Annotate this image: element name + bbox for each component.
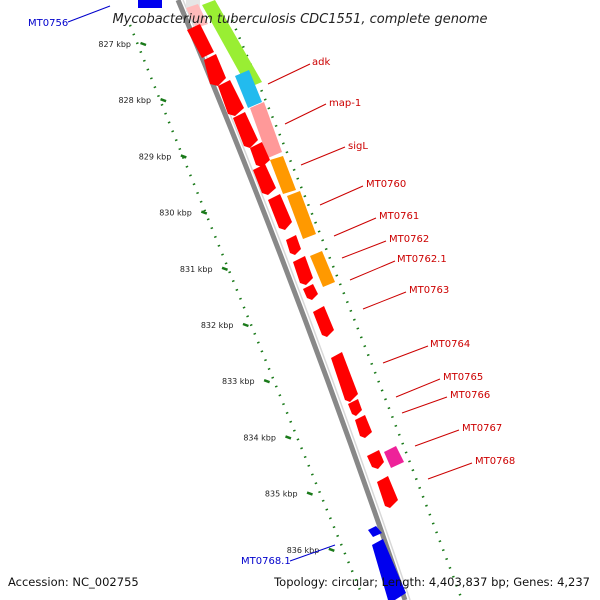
gene-label-mt0768[interactable]: MT0768 (475, 456, 515, 467)
inner-tick-line (128, 24, 362, 591)
cog-band (186, 0, 404, 468)
gene-label-sigl[interactable]: sigL (348, 141, 368, 152)
tick-label: 835 kbp (265, 490, 298, 499)
cog-band-map-1 (235, 70, 262, 108)
gene-red-16[interactable] (377, 476, 398, 508)
reverse-label-leaders (67, 5, 336, 562)
topology-text: Topology: circular; Length: 4,403,837 bp… (273, 575, 590, 589)
tick-mark (221, 266, 228, 271)
tick-mark (160, 98, 167, 103)
gene-red-2[interactable] (204, 54, 226, 86)
tick-mark (242, 322, 249, 328)
outer-tick-line (230, 19, 464, 600)
gene-mt0768-1-arrow[interactable] (368, 526, 382, 537)
tick-label: 827 kbp (98, 40, 131, 49)
gene-red-10[interactable] (303, 284, 318, 300)
gene-label-mt0761[interactable]: MT0761 (379, 211, 419, 222)
gene-red-4[interactable] (233, 112, 258, 148)
tick-label: 834 kbp (243, 433, 276, 442)
gene-label-map-1[interactable]: map-1 (329, 98, 361, 109)
tick-label: 836 kbp (287, 546, 320, 555)
gene-label-mt0768-1[interactable]: MT0768.1 (241, 556, 291, 567)
gene-label-mt0767[interactable]: MT0767 (462, 423, 502, 434)
gene-label-mt0763[interactable]: MT0763 (409, 285, 449, 296)
cog-band-mt0767 (384, 446, 404, 468)
gene-label-mt0764[interactable]: MT0764 (430, 339, 470, 350)
gene-red-13[interactable] (348, 399, 362, 416)
gene-label-mt0762[interactable]: MT0762 (389, 234, 429, 245)
gene-red-5[interactable] (250, 142, 270, 167)
tick-mark (263, 379, 271, 384)
tick-mark (180, 154, 187, 159)
gene-label-mt0765[interactable]: MT0765 (443, 372, 483, 383)
gene-red-8[interactable] (286, 235, 301, 255)
gene-red-12[interactable] (331, 352, 358, 402)
tick-label: 828 kbp (118, 96, 151, 105)
cog-band-adk (202, 0, 262, 88)
tick-label: 829 kbp (139, 152, 172, 161)
tick-mark (285, 435, 292, 440)
forward-genes (187, 24, 398, 508)
gene-red-9[interactable] (293, 256, 313, 285)
tick-label: 830 kbp (159, 209, 192, 218)
cog-band-mt0756 (186, 4, 208, 28)
gene-label-mt0760[interactable]: MT0760 (366, 179, 406, 190)
cog-band-mt0760 (270, 156, 296, 194)
tick-mark (200, 210, 208, 215)
gene-red-7[interactable] (268, 194, 292, 230)
gene-label-adk[interactable]: adk (312, 57, 330, 68)
gene-red-14[interactable] (355, 415, 372, 438)
cog-band-sigl (250, 102, 282, 158)
accession-text: Accession: NC_002755 (8, 575, 139, 589)
gene-red-15[interactable] (367, 450, 384, 469)
gene-label-mt0762-1[interactable]: MT0762.1 (397, 254, 447, 265)
cog-band-mt0762-1 (310, 251, 335, 287)
gene-red-6[interactable] (253, 164, 276, 195)
gene-blue-block-lower[interactable] (372, 539, 406, 600)
tick-label: 831 kbp (180, 265, 213, 274)
gene-mt0756-block[interactable] (138, 0, 162, 8)
map-title: Mycobacterium tuberculosis CDC1551, comp… (112, 12, 487, 27)
tick-label: 833 kbp (222, 377, 255, 386)
tick-label: 832 kbp (201, 321, 234, 330)
forward-label-leaders (267, 63, 473, 480)
tick-mark (328, 547, 335, 552)
reverse-genes (138, 0, 406, 600)
gene-label-mt0756[interactable]: MT0756 (28, 18, 68, 29)
tick-marks (140, 41, 335, 552)
gene-red-3[interactable] (218, 80, 244, 116)
gene-red-11[interactable] (313, 306, 334, 337)
genome-backbone (175, 0, 408, 600)
gene-red-1[interactable] (187, 24, 214, 58)
tick-mark (140, 41, 147, 47)
gene-label-mt0766[interactable]: MT0766 (450, 390, 490, 401)
tick-mark (306, 491, 313, 496)
tick-labels: 827 kbp 828 kbp 829 kbp 830 kbp 831 kbp 832 k… (98, 40, 319, 555)
cog-band-mt0761 (287, 191, 316, 239)
